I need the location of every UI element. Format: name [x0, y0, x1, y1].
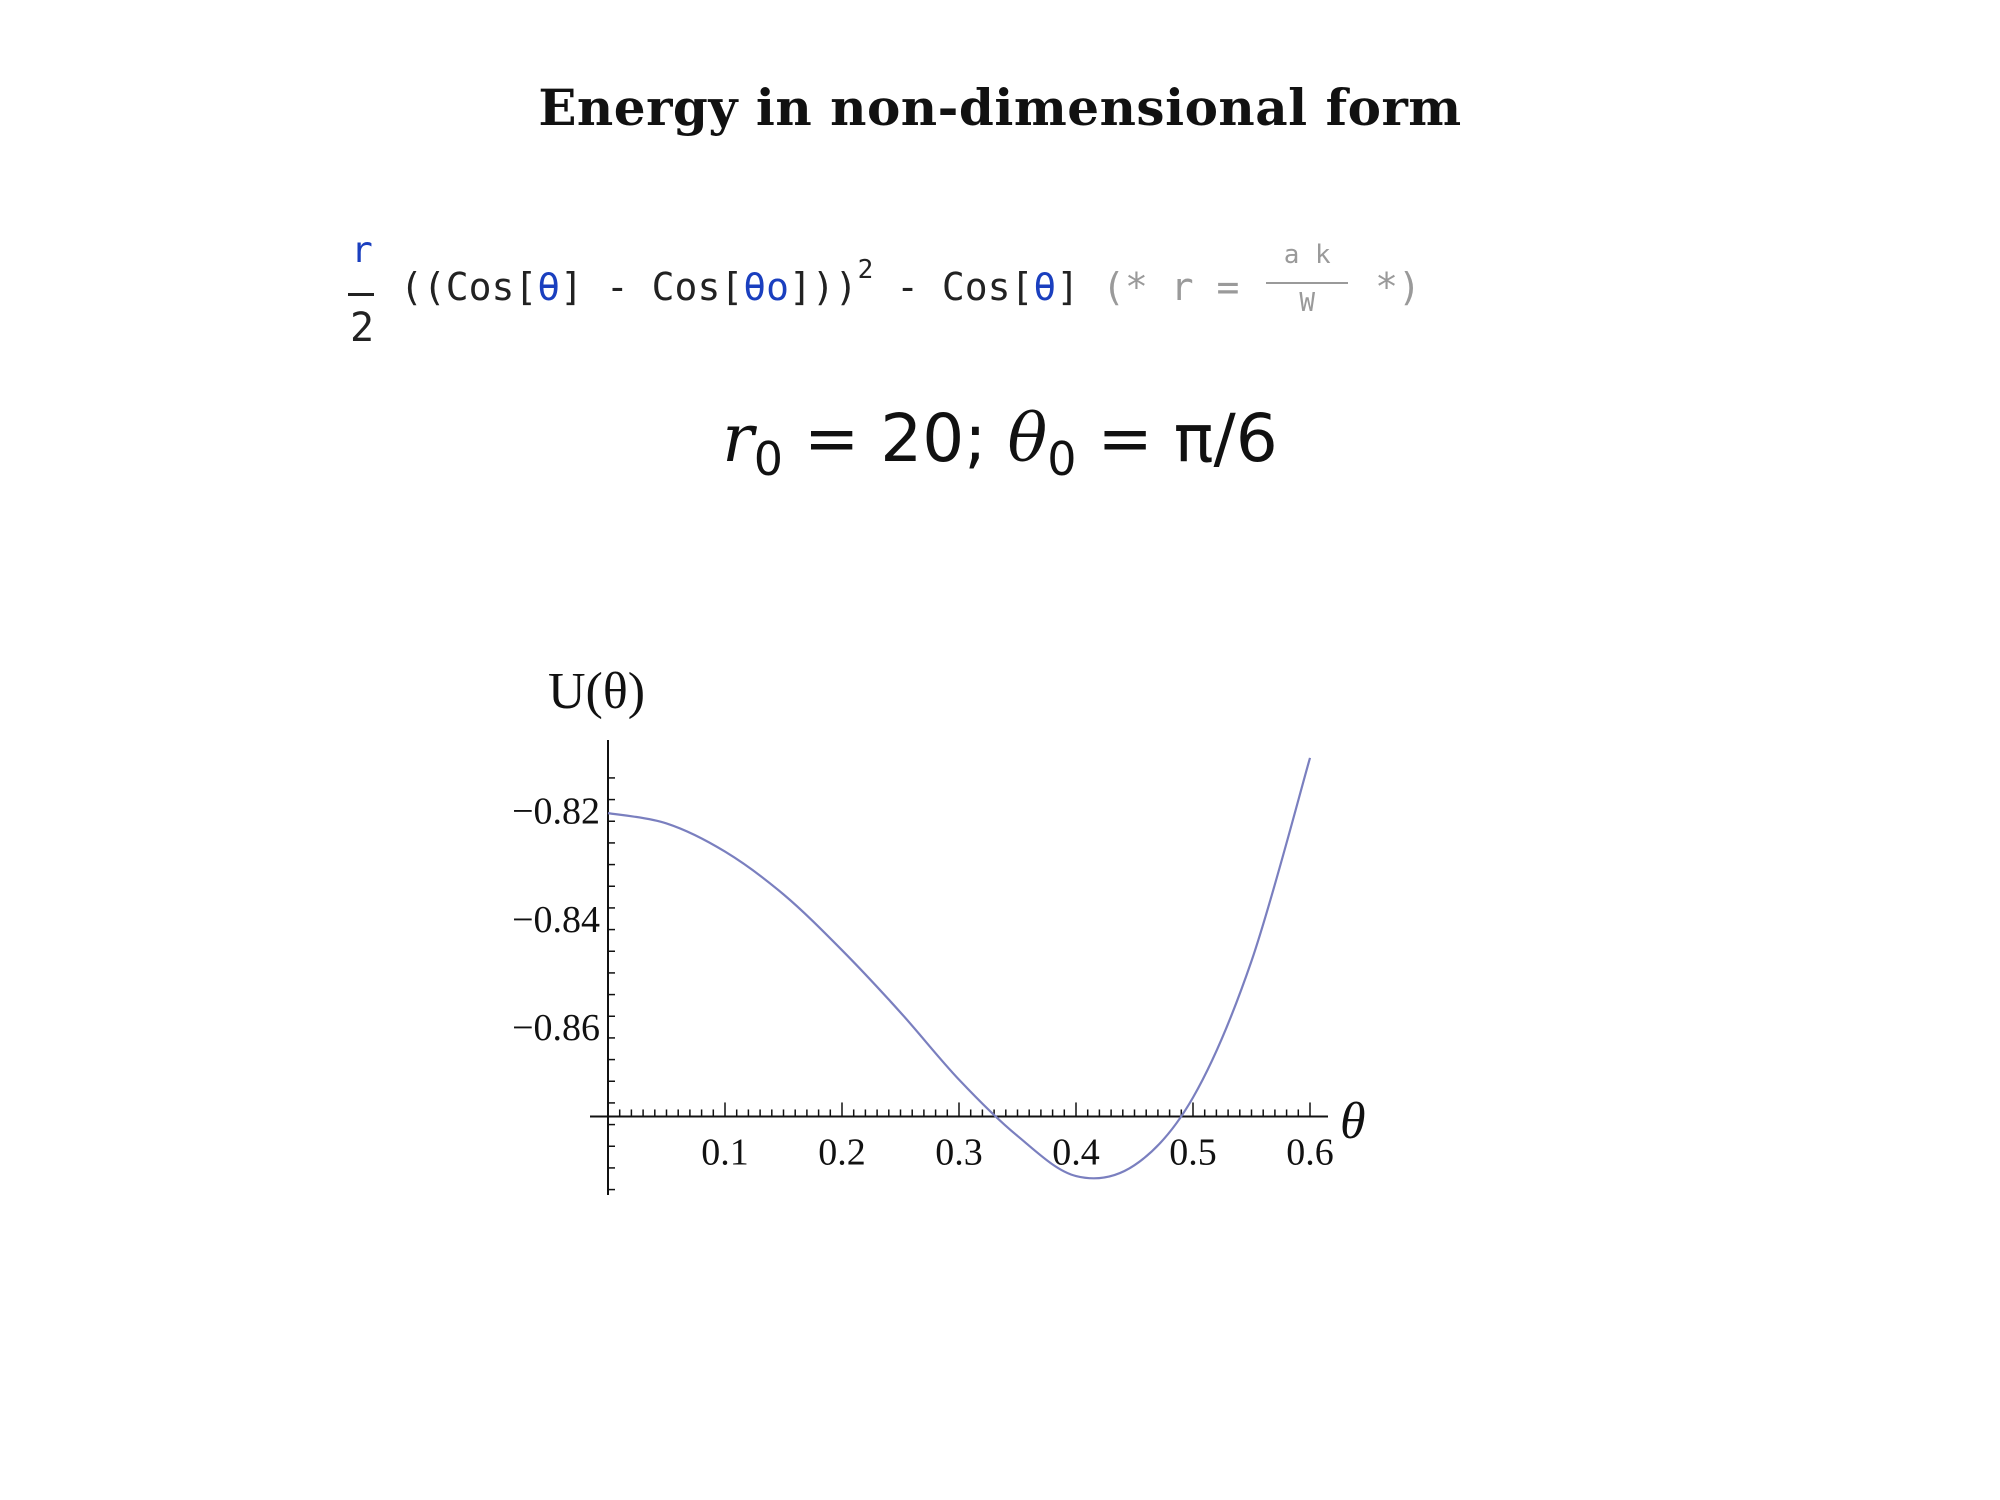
energy-curve: [607, 757, 1312, 1180]
energy-formula: r 2 ((Cos[θ] - Cos[θo]))2 - Cos[θ] (* r …: [340, 225, 1640, 365]
x-tick-label: 0.3: [935, 1131, 983, 1173]
formula-comment-open: (* r =: [1102, 265, 1263, 309]
x-tick-label: 0.6: [1286, 1131, 1334, 1173]
formula-close-2: ]: [1056, 265, 1103, 309]
parameter-line: r0 = 20; θ0 = π/6: [0, 400, 2000, 486]
formula-close: ])): [788, 265, 858, 309]
r-subscript: 0: [753, 432, 784, 486]
y-tick-label: −0.84: [512, 899, 600, 941]
formula-expression: ((Cos[θ] - Cos[θo]))2 - Cos[θ] (* r = a …: [400, 240, 1421, 318]
curve-layer: [607, 757, 1312, 1180]
r-value: = 20;: [783, 400, 1008, 477]
y-tick-label: −0.82: [512, 790, 600, 832]
fraction-denominator: 2: [349, 305, 375, 351]
comment-fraction: a k W: [1262, 240, 1352, 318]
slide-title: Energy in non-dimensional form: [538, 78, 1462, 137]
formula-minus-cos: - Cos[: [873, 265, 1034, 309]
x-tick-label: 0.5: [1169, 1131, 1217, 1173]
r-symbol: r: [722, 400, 754, 477]
comment-numerator: a k: [1283, 239, 1331, 270]
x-tick-label: 0.4: [1052, 1131, 1100, 1173]
formula-minus: ] - Cos[: [560, 265, 744, 309]
x-tick-label: 0.2: [818, 1131, 866, 1173]
fraction-bar: [348, 293, 374, 296]
formula-power: 2: [857, 255, 874, 285]
y-axis-title: U(θ): [548, 663, 645, 720]
comment-fraction-bar: [1266, 281, 1349, 284]
fraction-numerator: r: [351, 230, 373, 271]
y-tick-label: −0.86: [512, 1007, 600, 1049]
theta-subscript: 0: [1047, 432, 1077, 486]
formula-open: ((Cos[: [400, 265, 538, 309]
x-axis-title: θ: [1340, 1093, 1366, 1150]
formula-theta: θ: [537, 265, 561, 309]
comment-denominator: W: [1299, 287, 1316, 318]
formula-comment-close: *): [1352, 265, 1421, 309]
chart-axes: 0.1 0.2 0.3 0.4 0.5 0.6 −0.82 −0.84 −0.86: [512, 740, 1334, 1195]
theta-symbol: θ: [1007, 400, 1048, 477]
x-tick-label: 0.1: [701, 1131, 749, 1173]
formula-theta-2: θ: [1033, 265, 1057, 309]
theta-value: = π/6: [1076, 400, 1278, 477]
formula-theta-naught: θo: [743, 265, 789, 309]
